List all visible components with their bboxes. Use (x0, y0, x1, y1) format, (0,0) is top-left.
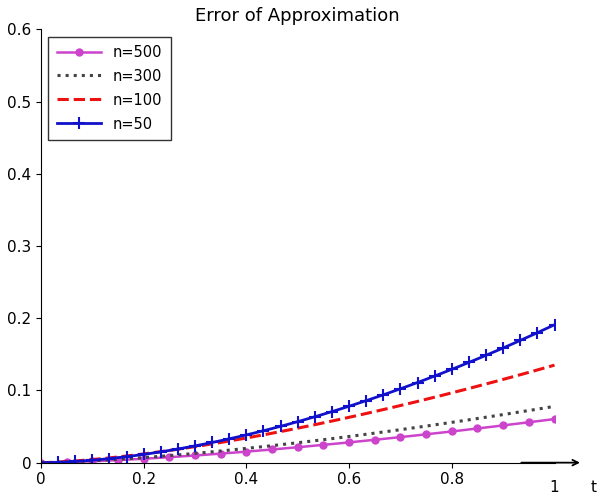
Text: t: t (590, 480, 596, 495)
Text: 1: 1 (550, 480, 559, 495)
Legend: n=500, n=300, n=100, n=50: n=500, n=300, n=100, n=50 (48, 36, 170, 140)
Title: Error of Approximation: Error of Approximation (196, 7, 400, 25)
